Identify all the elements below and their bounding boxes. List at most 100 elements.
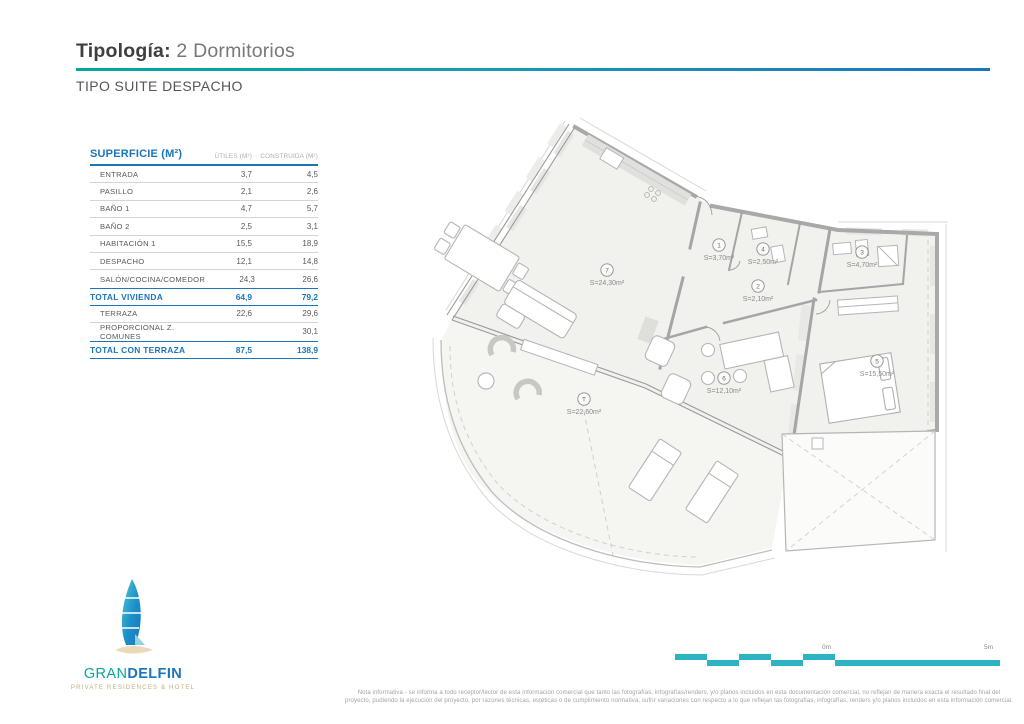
row-construida-value: 26,6 xyxy=(302,274,318,284)
table-row: HABITACIÓN 1 15,5 18,9 xyxy=(90,236,318,253)
room-number-badge xyxy=(855,245,869,259)
row-label: BAÑO 1 xyxy=(100,204,130,214)
table-row: SALÓN/COCINA/COMEDOR 24,3 26,6 xyxy=(90,270,318,287)
scale-bar: 0m 5m xyxy=(672,644,1004,674)
page-title: Tipología: 2 Dormitorios xyxy=(76,40,990,62)
desk xyxy=(719,331,795,393)
table-row: BAÑO 2 2,5 3,1 xyxy=(90,218,318,236)
row-construida-value: 2,6 xyxy=(306,187,318,197)
row-label: HABITACIÓN 1 xyxy=(100,239,156,249)
table-row: TOTAL CON TERRAZA 87,5 138,9 xyxy=(90,340,318,359)
surface-table-header: SUPERFICIE (M²) ÚTILES (M²) CONSTRUIDA (… xyxy=(90,148,318,166)
wardrobe xyxy=(836,295,899,316)
context-dashed xyxy=(449,240,929,561)
row-label: SALÓN/COCINA/COMEDOR xyxy=(100,274,206,284)
row-construida-value: 79,2 xyxy=(301,291,318,302)
row-label: TOTAL VIVIENDA xyxy=(90,291,164,302)
row-label: TOTAL CON TERRAZA xyxy=(90,344,186,355)
disclaimer-line-2: proyecto, pudiendo la ejecución del proy… xyxy=(345,697,1013,704)
room-area-label: S=2,10m² xyxy=(743,296,774,303)
row-utiles-value: 22,6 xyxy=(236,309,252,319)
scale-segment xyxy=(771,660,803,666)
row-utiles-value: 87,5 xyxy=(235,344,252,355)
row-utiles-value: 64,9 xyxy=(235,291,252,302)
room-area-label: S=2,50m² xyxy=(748,259,779,266)
room-number-badge xyxy=(577,392,591,406)
typology-label: Tipología: xyxy=(76,40,171,62)
room-number-badge xyxy=(712,238,726,252)
row-construida-value: 14,8 xyxy=(302,256,318,266)
row-utiles-value: 12,1 xyxy=(236,256,252,266)
unit-floor xyxy=(452,127,937,458)
room-number: 5 xyxy=(875,358,879,365)
row-construida-value: 5,7 xyxy=(306,204,318,214)
scale-segment xyxy=(739,654,771,660)
column-header-utiles: ÚTILES (M²) xyxy=(214,153,252,160)
kitchen-counter xyxy=(581,134,692,206)
brand-name-delfin: DELFIN xyxy=(127,666,183,682)
room-number: 7 xyxy=(605,267,609,274)
room-area-label: S=22,60m² xyxy=(567,409,602,416)
context-lines xyxy=(432,117,948,576)
row-utiles-value: 24,3 xyxy=(239,274,255,284)
disclaimer-line-1: Nota informativa - se informa a todo rec… xyxy=(357,690,1001,696)
title-divider xyxy=(76,68,990,71)
table-row: PASILLO 2,1 2,6 xyxy=(90,183,318,201)
row-construida-value: 4,5 xyxy=(306,169,318,179)
room-labels: 7 S=24,30m² T S=22,60m² 1 S=3,70m² 4 S=2,50m² 2 S… xyxy=(567,238,895,416)
scale-segment xyxy=(803,654,835,660)
sofa xyxy=(496,280,577,339)
armchair xyxy=(644,335,692,405)
room-number: 2 xyxy=(756,283,760,290)
table-row: ENTRADA 3,7 4,5 xyxy=(90,166,318,184)
room-number: 6 xyxy=(722,375,726,382)
row-construida-value: 18,9 xyxy=(302,239,318,249)
brand-logo: GRANDELFIN PRIVATE RESIDENCES & HOTEL xyxy=(70,578,196,691)
table-row: PROPORCIONAL Z. COMUNES 30,1 xyxy=(90,322,318,341)
typology-value: 2 Dormitorios xyxy=(170,40,295,62)
room-area-label: S=12,10m² xyxy=(707,388,742,395)
brand-name: GRANDELFIN xyxy=(70,666,196,682)
table-row: TERRAZA 22,6 29,6 xyxy=(90,306,318,324)
door-arcs xyxy=(694,195,831,342)
table-row: BAÑO 1 4,7 5,7 xyxy=(90,201,318,219)
scale-segment xyxy=(675,654,707,660)
table-row: TOTAL VIVIENDA 64,9 79,2 xyxy=(90,287,318,306)
nightstand xyxy=(811,437,824,450)
bath-fixtures xyxy=(750,226,900,268)
row-utiles-value: 15,5 xyxy=(236,239,252,249)
brand-tagline: PRIVATE RESIDENCES & HOTEL xyxy=(70,684,196,691)
room-area-label: S=3,70m² xyxy=(704,255,735,262)
row-label: PROPORCIONAL Z. COMUNES xyxy=(100,322,175,341)
dining-table xyxy=(434,221,529,297)
room-number-badge xyxy=(751,279,765,293)
row-label: PASILLO xyxy=(100,187,134,197)
row-construida-value: 138,9 xyxy=(297,344,318,355)
page-header: Tipología: 2 Dormitorios TIPO SUITE DESP… xyxy=(76,40,990,94)
row-label: ENTRADA xyxy=(100,169,139,179)
row-label: BAÑO 2 xyxy=(100,221,130,231)
table-row: DESPACHO 12,1 14,8 xyxy=(90,253,318,271)
tv-bench xyxy=(519,338,599,376)
row-construida-value: 30,1 xyxy=(302,327,318,337)
legal-disclaimer: Nota informativa - se informa a todo rec… xyxy=(335,690,1023,705)
room-area-label: S=15,50m² xyxy=(860,371,895,378)
terrace-chairs xyxy=(477,334,542,401)
surface-table: SUPERFICIE (M²) ÚTILES (M²) CONSTRUIDA (… xyxy=(90,148,318,359)
row-utiles-value: 2,1 xyxy=(240,187,252,197)
hob-icon xyxy=(644,186,661,202)
room-number-badge xyxy=(600,263,614,277)
column-header-construida: CONSTRUIDA (M²) xyxy=(260,153,318,160)
room-area-label: S=24,30m² xyxy=(590,280,625,287)
room-number-badge xyxy=(717,371,731,385)
row-utiles-value: 4,7 xyxy=(240,204,252,214)
loungers xyxy=(628,438,739,524)
scale-zero-label: 0m xyxy=(822,644,832,651)
surface-table-body: ENTRADA 3,7 4,5 PASILLO 2,1 2,6 BAÑO 1 4,7 5,7 BA… xyxy=(90,166,318,359)
x-cross-area xyxy=(781,430,936,552)
brand-name-gran: GRAN xyxy=(83,666,128,682)
row-construida-value: 29,6 xyxy=(302,309,318,319)
office-chairs xyxy=(700,342,748,386)
row-utiles-value: 2,5 xyxy=(240,221,252,231)
